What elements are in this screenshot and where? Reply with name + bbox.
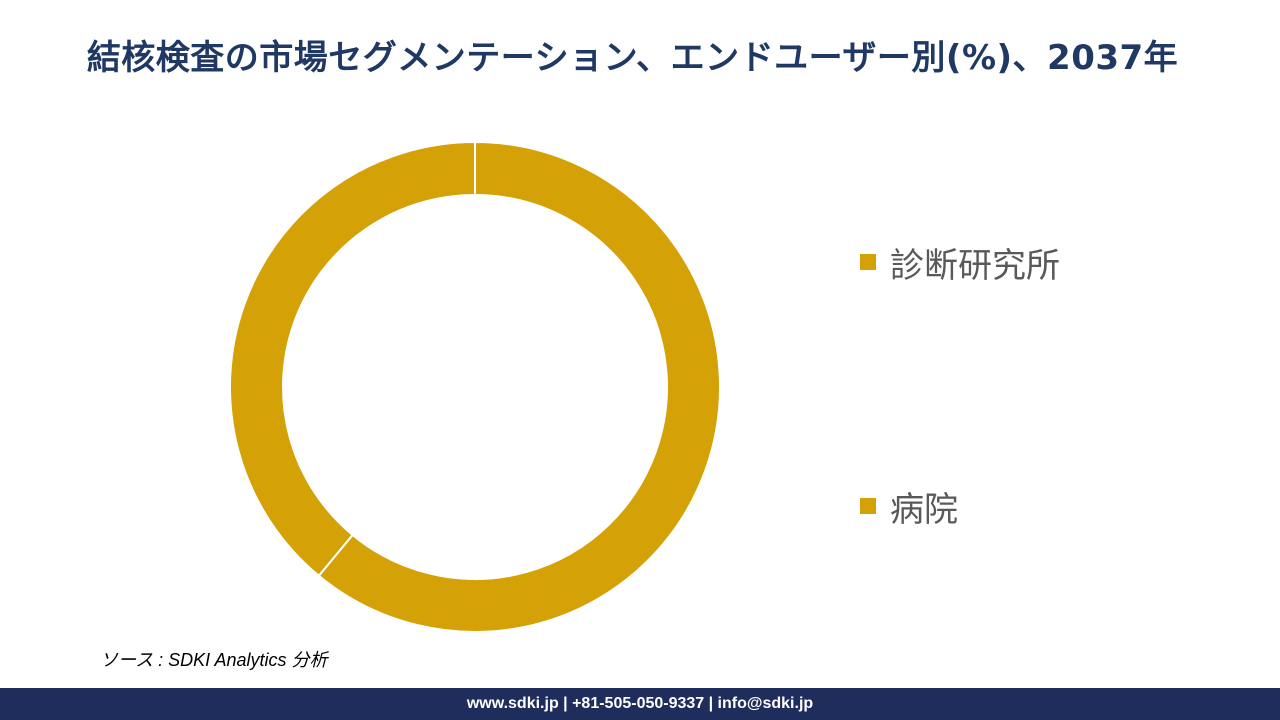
source-note: ソース : SDKI Analytics 分析 <box>100 650 328 670</box>
legend-label-hospitals: 病院 <box>890 489 958 530</box>
chart-title: 結核検査の市場セグメンテーション、エンドユーザー別(%)、2037年 <box>86 38 1179 78</box>
footer-bar: www.sdki.jp | +81-505-050-9337 | info@sd… <box>0 688 1280 720</box>
footer-contact: www.sdki.jp | +81-505-050-9337 | info@sd… <box>466 695 814 712</box>
donut-chart <box>229 140 721 633</box>
legend-label-diagnostic-labs: 診断研究所 <box>890 245 1060 286</box>
legend-item-hospitals: 病院 <box>860 484 958 530</box>
legend-swatch-diagnostic-labs <box>860 254 876 270</box>
legend-item-diagnostic-labs: 診断研究所 <box>860 240 1060 286</box>
donut-slice-hospitals <box>229 140 476 578</box>
legend-swatch-hospitals <box>860 498 876 514</box>
donut-slice-diagnostic-labs <box>317 140 721 633</box>
